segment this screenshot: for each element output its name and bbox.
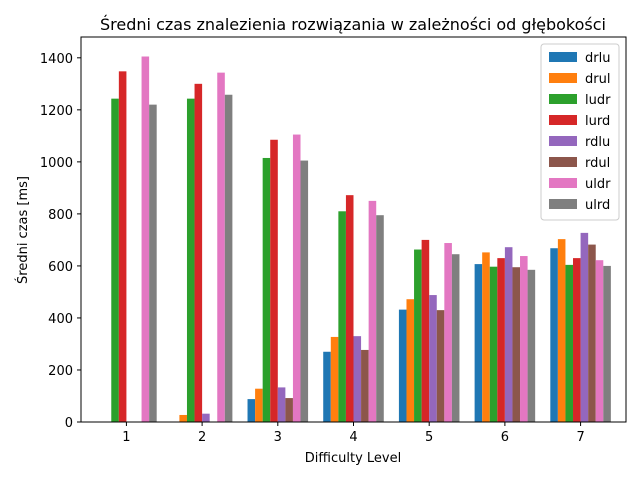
bar-drlu-level-5 [398,309,407,422]
bar-ludr-level-7 [565,264,574,422]
legend-label-lurd: lurd [585,114,610,129]
legend: drlu drul ludr lurd rdlu rdul uldr ulrd [540,43,620,221]
bar-drul-level-2 [179,414,187,422]
y-axis-label: Średni czas [ms] [15,176,31,284]
legend-swatch-uldr [549,178,577,188]
x-tick-label: 2 [198,430,206,445]
x-axis-label: Difficulty Level [305,451,401,466]
bar-ludr-level-6 [489,266,498,422]
x-tick-label: 7 [576,430,584,445]
bar-lurd-level-3 [270,139,278,423]
bar-uldr-level-1 [141,56,150,423]
bar-rdlu-level-4 [353,336,362,422]
y-tick-label: 1000 [40,156,73,171]
y-tick-label: 400 [48,312,73,327]
x-tick-label: 1 [122,430,130,445]
bar-rdlu-level-6 [504,247,513,422]
legend-swatch-rdlu [549,136,577,146]
bar-drul-level-5 [406,299,415,422]
bar-ludr-level-2 [186,98,195,422]
bar-uldr-level-3 [292,134,301,423]
legend-swatch-drlu [549,52,577,62]
x-tick-label: 6 [501,430,509,445]
y-tick-label: 1200 [40,104,73,119]
bar-uldr-level-4 [368,200,377,422]
y-tick-label: 800 [48,208,73,223]
bar-ludr-level-5 [414,249,422,422]
bar-rdlu-level-2 [202,413,210,422]
bar-rdul-level-4 [361,349,369,422]
x-tick-label: 5 [425,430,433,445]
legend-label-ludr: ludr [585,93,611,108]
legend-swatch-drul [549,73,577,83]
bar-uldr-level-2 [217,72,225,422]
legend-label-ulrd: ulrd [585,198,610,213]
bar-ludr-level-1 [111,98,119,422]
x-tick-label: 3 [274,430,282,445]
bar-rdul-level-5 [436,310,445,422]
chart-title: Średni czas znalezienia rozwiązania w za… [100,15,606,34]
legend-label-drlu: drlu [585,51,610,66]
bar-rdul-level-6 [512,267,521,422]
bar-ulrd-level-3 [300,160,309,422]
bar-drlu-level-4 [323,351,331,422]
bar-uldr-level-5 [444,243,452,422]
bar-lurd-level-4 [345,195,354,422]
bar-rdul-level-7 [588,244,596,422]
y-tick-label: 200 [48,364,73,379]
bar-ludr-level-3 [262,157,271,423]
legend-box [540,43,620,221]
bar-rdlu-level-3 [277,387,286,422]
legend-label-rdlu: rdlu [585,135,610,150]
x-tick-label: 4 [349,430,357,445]
bar-rdlu-level-5 [429,295,437,422]
y-tick-label: 600 [48,260,73,275]
bar-ludr-level-4 [338,211,346,422]
bar-lurd-level-5 [421,239,430,422]
legend-label-rdul: rdul [585,156,610,171]
legend-swatch-ulrd [549,199,577,209]
bars-layer [111,56,611,423]
y-tick-label: 1400 [40,52,73,67]
legend-label-drul: drul [585,72,610,87]
bar-drlu-level-7 [550,248,558,422]
bar-drlu-level-6 [474,264,483,422]
legend-swatch-rdul [549,157,577,167]
bar-drlu-level-3 [247,399,256,422]
legend-swatch-ludr [549,94,577,104]
bar-drul-level-6 [482,252,490,422]
bar-ulrd-level-7 [603,265,611,422]
bar-lurd-level-2 [194,83,203,422]
bar-drul-level-7 [557,239,566,422]
legend-swatch-lurd [549,115,577,125]
bar-lurd-level-6 [497,258,505,422]
bar-uldr-level-6 [520,256,528,422]
axes-layer: 1 2 3 4 5 6 7 0 200 400 600 800 1000 1200 1400 [40,36,627,445]
y-tick-label: 0 [65,416,73,431]
bar-lurd-level-7 [573,258,581,422]
bar-ulrd-level-5 [451,254,460,422]
bar-rdul-level-3 [285,398,293,422]
bar-ulrd-level-6 [527,269,536,422]
legend-label-uldr: uldr [585,177,611,192]
bar-drul-level-4 [330,336,339,422]
bar-uldr-level-7 [595,260,604,422]
bar-rdlu-level-7 [580,232,589,422]
bar-drul-level-3 [255,388,263,422]
bar-ulrd-level-2 [224,94,233,422]
bar-lurd-level-1 [118,71,127,423]
bar-ulrd-level-4 [376,215,384,422]
bar-ulrd-level-1 [149,104,157,422]
